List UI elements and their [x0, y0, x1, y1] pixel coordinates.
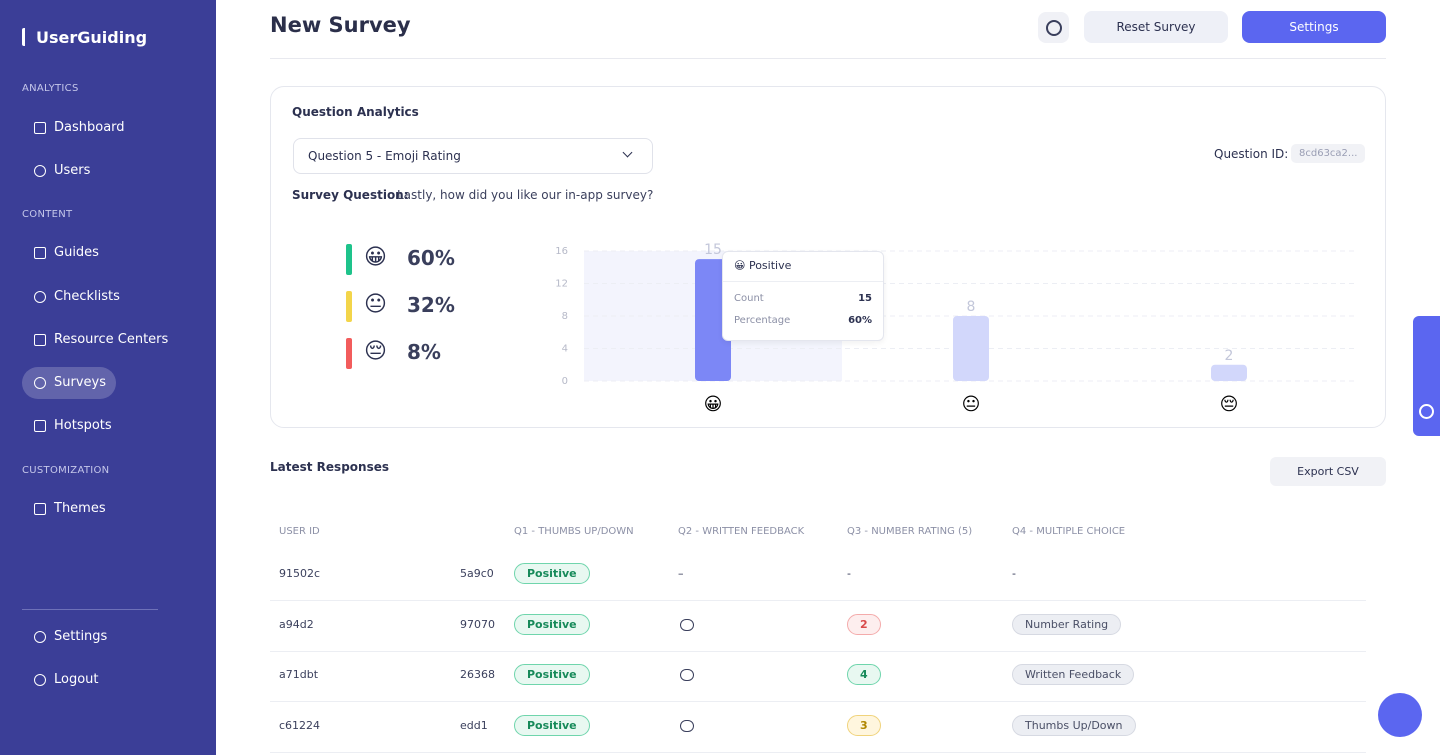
- session-id: 97070: [460, 617, 495, 631]
- tooltip-value: 15: [858, 293, 872, 304]
- tooltip-value: 60%: [848, 315, 872, 326]
- session-id: 26368: [460, 668, 495, 681]
- row-divider: [270, 701, 1366, 702]
- chevron: [622, 147, 633, 158]
- summary-emoji: 😀: [364, 245, 387, 270]
- nav-icon: [34, 674, 46, 686]
- column-header: Q1 - THUMBS UP/DOWN: [514, 526, 634, 537]
- comment-icon: [680, 618, 694, 631]
- nav-icon: [34, 122, 46, 134]
- settings-button[interactable]: Settings: [1242, 11, 1386, 43]
- summary-color: [346, 291, 352, 322]
- summary-percent: 60%: [407, 246, 455, 270]
- brand: UserGuiding: [36, 28, 148, 47]
- summary-emoji: 😔: [364, 339, 387, 364]
- tooltip-divider: [723, 281, 883, 282]
- target-button[interactable]: [1038, 12, 1069, 43]
- divider: [22, 609, 158, 610]
- divider: [270, 58, 1386, 59]
- summary-percent: 8%: [407, 340, 441, 364]
- summary-color: [346, 338, 352, 369]
- session-id: 5a9c0: [460, 567, 494, 580]
- q3-text: -: [847, 567, 851, 580]
- section-title: Latest Responses: [270, 460, 389, 474]
- q4-pill: Written Feedback: [1012, 664, 1135, 685]
- nav-item[interactable]: Surveys: [54, 375, 106, 390]
- sidebar: UserGuiding ANALYTICS Dashboard Users CONTEN…: [0, 0, 216, 755]
- card-title: Question Analytics: [292, 105, 419, 119]
- q1-pill: Positive: [514, 613, 590, 635]
- row-divider: [270, 650, 1366, 652]
- reset-button[interactable]: Reset Survey: [1084, 11, 1228, 43]
- nav-item[interactable]: Logout: [54, 672, 99, 687]
- q4-pill: Thumbs Up/Down: [1012, 714, 1136, 736]
- chat-button[interactable]: [1378, 693, 1422, 737]
- q1-pill: Positive: [514, 664, 590, 685]
- q3-pill: 4: [847, 664, 881, 685]
- nav-item[interactable]: Resource Centers: [54, 332, 169, 347]
- nav-section: ANALYTICS: [22, 83, 79, 94]
- page-title: New Survey: [270, 13, 411, 37]
- nav-section: CONTENT: [22, 209, 73, 220]
- help-tab[interactable]: [1413, 316, 1440, 436]
- nav-item[interactable]: Themes: [54, 501, 106, 516]
- summary-percent: 32%: [407, 293, 455, 317]
- nav-item[interactable]: Hotspots: [54, 418, 112, 433]
- nav-icon: [34, 247, 46, 259]
- row-divider: [270, 600, 1366, 601]
- tooltip-label: Count: [734, 293, 764, 304]
- nav-item[interactable]: Checklists: [54, 289, 120, 304]
- q4-pill: Number Rating: [1012, 613, 1122, 635]
- nav-icon: [34, 503, 46, 515]
- column-header: USER ID: [279, 526, 320, 537]
- nav-item[interactable]: Users: [54, 163, 91, 178]
- nav-icon: [34, 631, 46, 643]
- target-icon: [1046, 20, 1062, 36]
- nav-item[interactable]: Settings: [54, 629, 108, 644]
- q3-pill: 3: [847, 714, 881, 736]
- user-id: a71dbt: [279, 668, 319, 681]
- question-select[interactable]: Question 5 - Emoji Rating: [293, 138, 653, 174]
- q2-text: –: [678, 567, 684, 580]
- user-id: a94d2: [279, 617, 314, 631]
- analytics-card: [270, 86, 1386, 428]
- nav-item[interactable]: Guides: [54, 245, 99, 260]
- nav-icon: [34, 377, 46, 389]
- q3-pill: 2: [847, 613, 881, 635]
- survey-question: Lastly, how did you like our in-app surv…: [397, 188, 654, 202]
- nav-icon: [34, 420, 46, 432]
- export-button[interactable]: Export CSV: [1270, 457, 1386, 486]
- nav-item[interactable]: Dashboard: [54, 120, 125, 135]
- summary-emoji: 😐: [364, 292, 387, 317]
- user-id: c61224: [279, 718, 321, 732]
- session-id: edd1: [460, 718, 488, 732]
- row-divider: [270, 751, 1366, 753]
- comment-icon: [680, 719, 694, 732]
- tooltip: 😀 Positive Count 15 Percentage 60%: [722, 251, 884, 341]
- comment-icon: [680, 669, 694, 681]
- select-text: Question 5 - Emoji Rating: [308, 149, 461, 163]
- user-id: 91502c: [279, 567, 321, 580]
- question-id-label: Question ID:: [1214, 147, 1289, 161]
- tooltip-title: 😀 Positive: [734, 259, 792, 272]
- summary-color: [346, 244, 352, 275]
- tooltip-label: Percentage: [734, 315, 791, 326]
- column-header: Q4 - MULTIPLE CHOICE: [1012, 526, 1126, 537]
- survey-question-label: Survey Question:: [292, 188, 409, 202]
- column-header: Q2 - WRITTEN FEEDBACK: [678, 526, 805, 537]
- q1-pill: Positive: [514, 563, 590, 584]
- nav-section: CUSTOMIZATION: [22, 465, 110, 476]
- nav-icon: [34, 334, 46, 346]
- question-id: 8cd63ca2...: [1291, 144, 1366, 163]
- nav-icon: [34, 165, 46, 177]
- help-icon: [1419, 404, 1434, 419]
- brand-logo: [22, 28, 34, 46]
- column-header: Q3 - NUMBER RATING (5): [847, 526, 973, 537]
- q1-pill: Positive: [514, 714, 590, 736]
- q4-text: -: [1012, 567, 1016, 580]
- nav-icon: [34, 291, 46, 303]
